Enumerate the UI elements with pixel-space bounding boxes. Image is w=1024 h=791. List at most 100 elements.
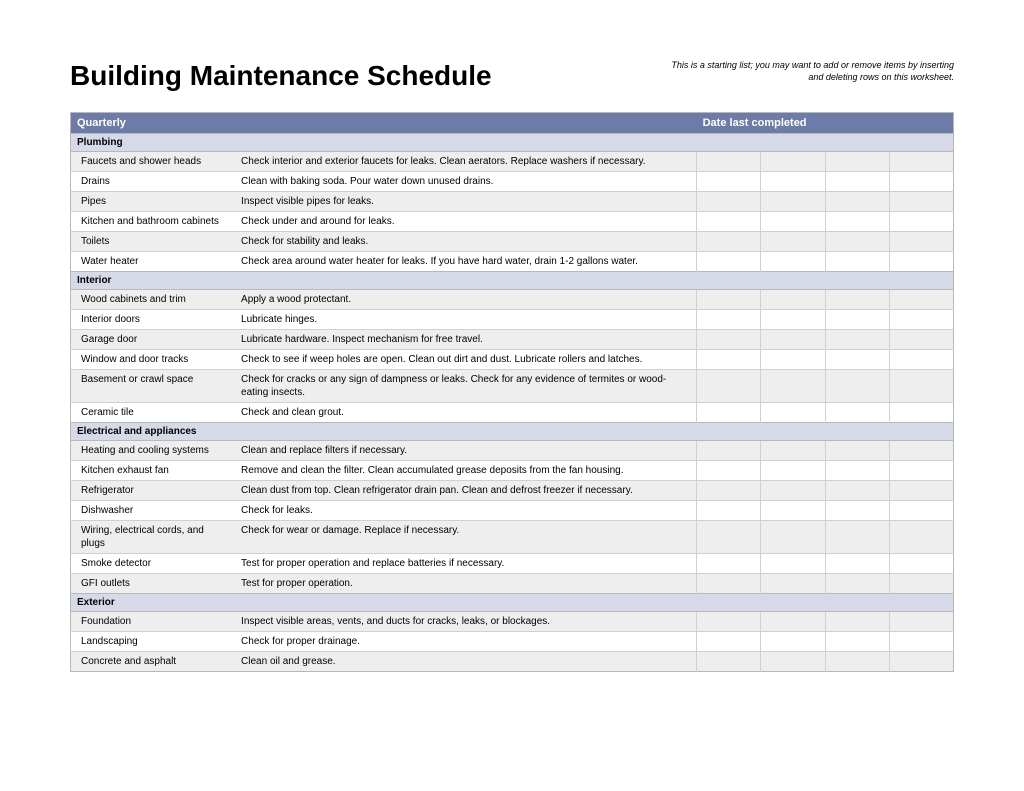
date-cell[interactable] [761, 574, 825, 594]
date-cell[interactable] [889, 370, 953, 403]
date-cell[interactable] [825, 310, 889, 330]
date-cell[interactable] [889, 652, 953, 672]
date-cell[interactable] [761, 232, 825, 252]
date-cell[interactable] [825, 574, 889, 594]
date-cell[interactable] [825, 350, 889, 370]
date-cell[interactable] [825, 172, 889, 192]
date-cell[interactable] [825, 521, 889, 554]
date-cell[interactable] [697, 652, 761, 672]
date-cell[interactable] [697, 330, 761, 350]
date-cell[interactable] [889, 461, 953, 481]
date-cell[interactable] [889, 252, 953, 272]
date-cell[interactable] [761, 441, 825, 461]
date-cell[interactable] [889, 632, 953, 652]
date-cell[interactable] [697, 192, 761, 212]
date-cell[interactable] [825, 461, 889, 481]
item-name: Pipes [71, 192, 236, 212]
date-completed-header: Date last completed [697, 113, 954, 134]
date-cell[interactable] [697, 310, 761, 330]
date-cell[interactable] [889, 290, 953, 310]
table-row: FoundationInspect visible areas, vents, … [71, 612, 954, 632]
date-cell[interactable] [761, 212, 825, 232]
date-cell[interactable] [761, 192, 825, 212]
table-main-header: QuarterlyDate last completed [71, 113, 954, 134]
date-cell[interactable] [825, 192, 889, 212]
date-cell[interactable] [761, 403, 825, 423]
section-header: Electrical and appliances [71, 423, 954, 441]
date-cell[interactable] [697, 481, 761, 501]
date-cell[interactable] [889, 403, 953, 423]
date-cell[interactable] [825, 441, 889, 461]
date-cell[interactable] [697, 501, 761, 521]
item-name: Concrete and asphalt [71, 652, 236, 672]
date-cell[interactable] [825, 152, 889, 172]
date-cell[interactable] [889, 152, 953, 172]
date-cell[interactable] [761, 652, 825, 672]
date-cell[interactable] [889, 554, 953, 574]
date-cell[interactable] [697, 152, 761, 172]
date-cell[interactable] [889, 350, 953, 370]
date-cell[interactable] [761, 554, 825, 574]
date-cell[interactable] [697, 632, 761, 652]
table-row: Interior doorsLubricate hinges. [71, 310, 954, 330]
date-cell[interactable] [825, 652, 889, 672]
date-cell[interactable] [697, 350, 761, 370]
date-cell[interactable] [697, 574, 761, 594]
date-cell[interactable] [697, 370, 761, 403]
date-cell[interactable] [761, 632, 825, 652]
date-cell[interactable] [825, 212, 889, 232]
date-cell[interactable] [889, 441, 953, 461]
date-cell[interactable] [761, 330, 825, 350]
date-cell[interactable] [761, 521, 825, 554]
date-cell[interactable] [889, 192, 953, 212]
date-cell[interactable] [761, 152, 825, 172]
date-cell[interactable] [697, 290, 761, 310]
date-cell[interactable] [697, 232, 761, 252]
date-cell[interactable] [825, 612, 889, 632]
date-cell[interactable] [761, 501, 825, 521]
date-cell[interactable] [825, 501, 889, 521]
date-cell[interactable] [825, 554, 889, 574]
date-cell[interactable] [697, 441, 761, 461]
date-cell[interactable] [825, 290, 889, 310]
date-cell[interactable] [825, 252, 889, 272]
date-cell[interactable] [697, 252, 761, 272]
date-cell[interactable] [761, 350, 825, 370]
date-cell[interactable] [889, 612, 953, 632]
date-cell[interactable] [825, 330, 889, 350]
date-cell[interactable] [825, 370, 889, 403]
date-cell[interactable] [761, 290, 825, 310]
item-desc: Clean oil and grease. [235, 652, 697, 672]
date-cell[interactable] [889, 574, 953, 594]
date-cell[interactable] [697, 612, 761, 632]
date-cell[interactable] [825, 403, 889, 423]
date-cell[interactable] [889, 521, 953, 554]
date-cell[interactable] [697, 521, 761, 554]
date-cell[interactable] [697, 172, 761, 192]
date-cell[interactable] [889, 501, 953, 521]
date-cell[interactable] [889, 481, 953, 501]
date-cell[interactable] [825, 481, 889, 501]
item-desc: Clean and replace filters if necessary. [235, 441, 697, 461]
date-cell[interactable] [761, 172, 825, 192]
date-cell[interactable] [825, 232, 889, 252]
table-row: Water heaterCheck area around water heat… [71, 252, 954, 272]
date-cell[interactable] [889, 330, 953, 350]
date-cell[interactable] [761, 252, 825, 272]
date-cell[interactable] [697, 461, 761, 481]
date-cell[interactable] [761, 370, 825, 403]
date-cell[interactable] [697, 554, 761, 574]
item-desc: Check interior and exterior faucets for … [235, 152, 697, 172]
date-cell[interactable] [825, 632, 889, 652]
date-cell[interactable] [761, 310, 825, 330]
date-cell[interactable] [889, 310, 953, 330]
date-cell[interactable] [761, 612, 825, 632]
date-cell[interactable] [761, 481, 825, 501]
date-cell[interactable] [697, 403, 761, 423]
date-cell[interactable] [761, 461, 825, 481]
date-cell[interactable] [697, 212, 761, 232]
item-name: Smoke detector [71, 554, 236, 574]
date-cell[interactable] [889, 232, 953, 252]
date-cell[interactable] [889, 172, 953, 192]
date-cell[interactable] [889, 212, 953, 232]
